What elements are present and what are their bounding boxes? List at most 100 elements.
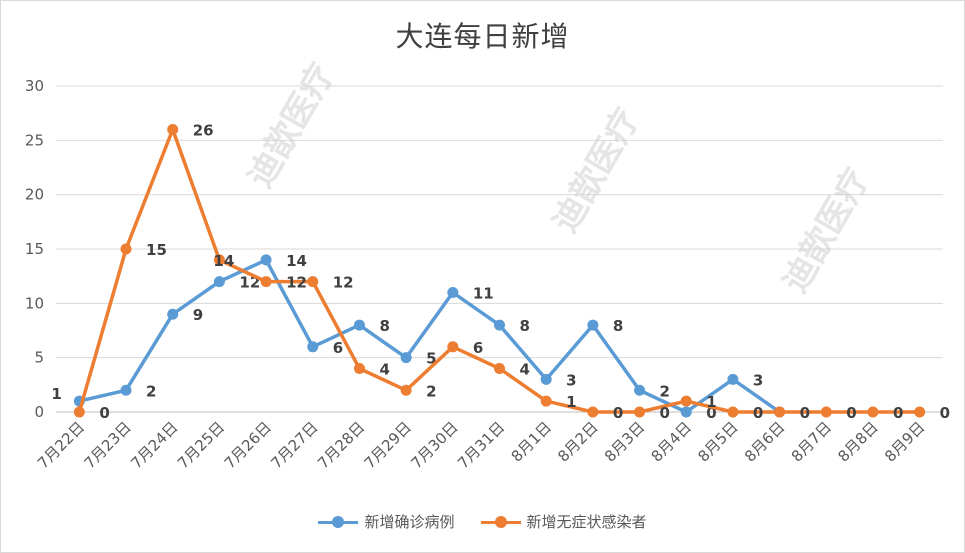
data-point — [867, 406, 879, 418]
data-label: 2 — [146, 382, 156, 400]
x-tick-label: 8月2日 — [554, 418, 601, 465]
data-label: 14 — [213, 252, 234, 270]
y-tick-label: 5 — [34, 349, 44, 367]
data-point — [540, 373, 552, 385]
data-point — [774, 406, 786, 418]
data-label: 14 — [286, 252, 307, 270]
data-label: 3 — [566, 371, 576, 389]
data-point — [727, 406, 739, 418]
x-tick-label: 7月22日 — [34, 418, 88, 472]
x-tick-label: 8月8日 — [834, 418, 881, 465]
x-tick-label: 8月9日 — [881, 418, 928, 465]
legend-item-confirmed: 新增确诊病例 — [318, 511, 455, 532]
data-point — [680, 406, 692, 418]
data-point — [400, 384, 412, 396]
x-tick-label: 8月7日 — [788, 418, 835, 465]
data-point — [634, 406, 646, 418]
data-point — [587, 319, 599, 331]
data-label: 4 — [379, 361, 389, 379]
data-label: 8 — [520, 317, 530, 335]
x-tick-label: 7月26日 — [221, 418, 275, 472]
legend: 新增确诊病例 新增无症状感染者 — [1, 511, 964, 532]
data-point — [307, 341, 319, 353]
x-tick-label: 8月3日 — [601, 418, 648, 465]
data-point — [120, 384, 132, 396]
data-label: 3 — [753, 371, 763, 389]
y-tick-label: 15 — [25, 240, 44, 258]
data-label: 0 — [660, 404, 670, 422]
legend-swatch-confirmed — [318, 515, 359, 529]
data-label: 11 — [473, 284, 494, 302]
data-label: 6 — [473, 339, 483, 357]
x-tick-label: 8月4日 — [648, 418, 695, 465]
y-tick-label: 20 — [25, 186, 44, 204]
legend-swatch-asymptomatic — [480, 515, 521, 529]
data-label: 15 — [146, 241, 167, 259]
data-point — [120, 243, 132, 255]
y-tick-label: 0 — [34, 403, 44, 421]
data-label: 0 — [613, 404, 623, 422]
data-label: 0 — [99, 404, 109, 422]
data-label: 26 — [193, 121, 214, 139]
data-point — [494, 363, 505, 375]
series-line-0 — [77, 258, 782, 414]
data-point — [307, 276, 319, 288]
x-tick-label: 8月1日 — [508, 418, 555, 465]
data-label: 0 — [753, 404, 763, 422]
data-label: 1 — [566, 393, 576, 411]
x-tick-label: 8月6日 — [741, 418, 788, 465]
watermark: 迪歆医疗 — [240, 57, 343, 195]
data-label: 2 — [660, 382, 670, 400]
data-label: 8 — [613, 317, 623, 335]
watermark: 迪歆医疗 — [545, 102, 648, 240]
data-point — [167, 123, 179, 135]
data-label: 8 — [379, 317, 389, 335]
x-tick-label: 7月30日 — [407, 418, 461, 472]
legend-label-confirmed: 新增确诊病例 — [364, 513, 455, 531]
x-tick-label: 7月29日 — [361, 418, 415, 472]
data-point — [260, 276, 272, 288]
data-label: 2 — [426, 382, 436, 400]
data-label: 1 — [706, 393, 716, 411]
data-point — [820, 406, 832, 418]
x-tick-label: 7月23日 — [81, 418, 135, 472]
data-point — [400, 352, 412, 364]
data-point — [167, 308, 179, 320]
data-point — [353, 363, 365, 375]
data-label: 0 — [800, 404, 810, 422]
data-label: 0 — [893, 404, 903, 422]
data-point — [353, 319, 365, 331]
data-label: 0 — [846, 404, 856, 422]
data-point — [727, 373, 739, 385]
data-point — [634, 384, 646, 396]
data-point — [680, 395, 692, 407]
data-label: 12 — [286, 274, 307, 292]
data-point — [213, 276, 225, 288]
data-point — [260, 254, 272, 266]
data-point — [73, 406, 85, 418]
y-tick-label: 30 — [25, 77, 44, 95]
legend-item-asymptomatic: 新增无症状感染者 — [480, 511, 647, 532]
data-point — [447, 341, 459, 353]
legend-label-asymptomatic: 新增无症状感染者 — [526, 513, 647, 531]
y-tick-label: 10 — [25, 294, 44, 312]
x-tick-label: 7月25日 — [174, 418, 228, 472]
data-label: 12 — [333, 274, 354, 292]
data-point — [587, 406, 599, 418]
data-point — [494, 319, 505, 331]
chart-title: 大连每日新增 — [395, 20, 570, 53]
watermark: 迪歆医疗 — [775, 162, 878, 300]
data-point — [213, 254, 225, 266]
data-label: 5 — [426, 350, 436, 368]
data-label: 0 — [940, 404, 950, 422]
data-point — [914, 406, 926, 418]
y-tick-label: 25 — [25, 131, 44, 149]
data-point — [447, 286, 459, 298]
x-tick-label: 7月27日 — [267, 418, 321, 472]
data-point — [540, 395, 552, 407]
data-label: 1 — [51, 385, 61, 403]
x-tick-label: 8月5日 — [694, 418, 741, 465]
x-tick-label: 7月28日 — [314, 418, 368, 472]
